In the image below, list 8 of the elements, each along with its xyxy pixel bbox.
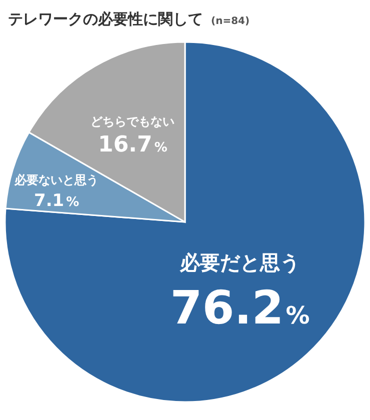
- data-label: 7.1%: [34, 190, 80, 211]
- data-label: 76.2%: [170, 280, 310, 334]
- data-label: 16.7%: [98, 132, 168, 158]
- slice-label: 必要ないと思う: [14, 172, 99, 187]
- slice-label: 必要だと思う: [179, 250, 300, 274]
- slice-label: どちらでもない: [90, 114, 175, 129]
- chart-subtitle: (n=84): [211, 16, 250, 27]
- chart-title: テレワークの必要性に関して: [8, 10, 203, 28]
